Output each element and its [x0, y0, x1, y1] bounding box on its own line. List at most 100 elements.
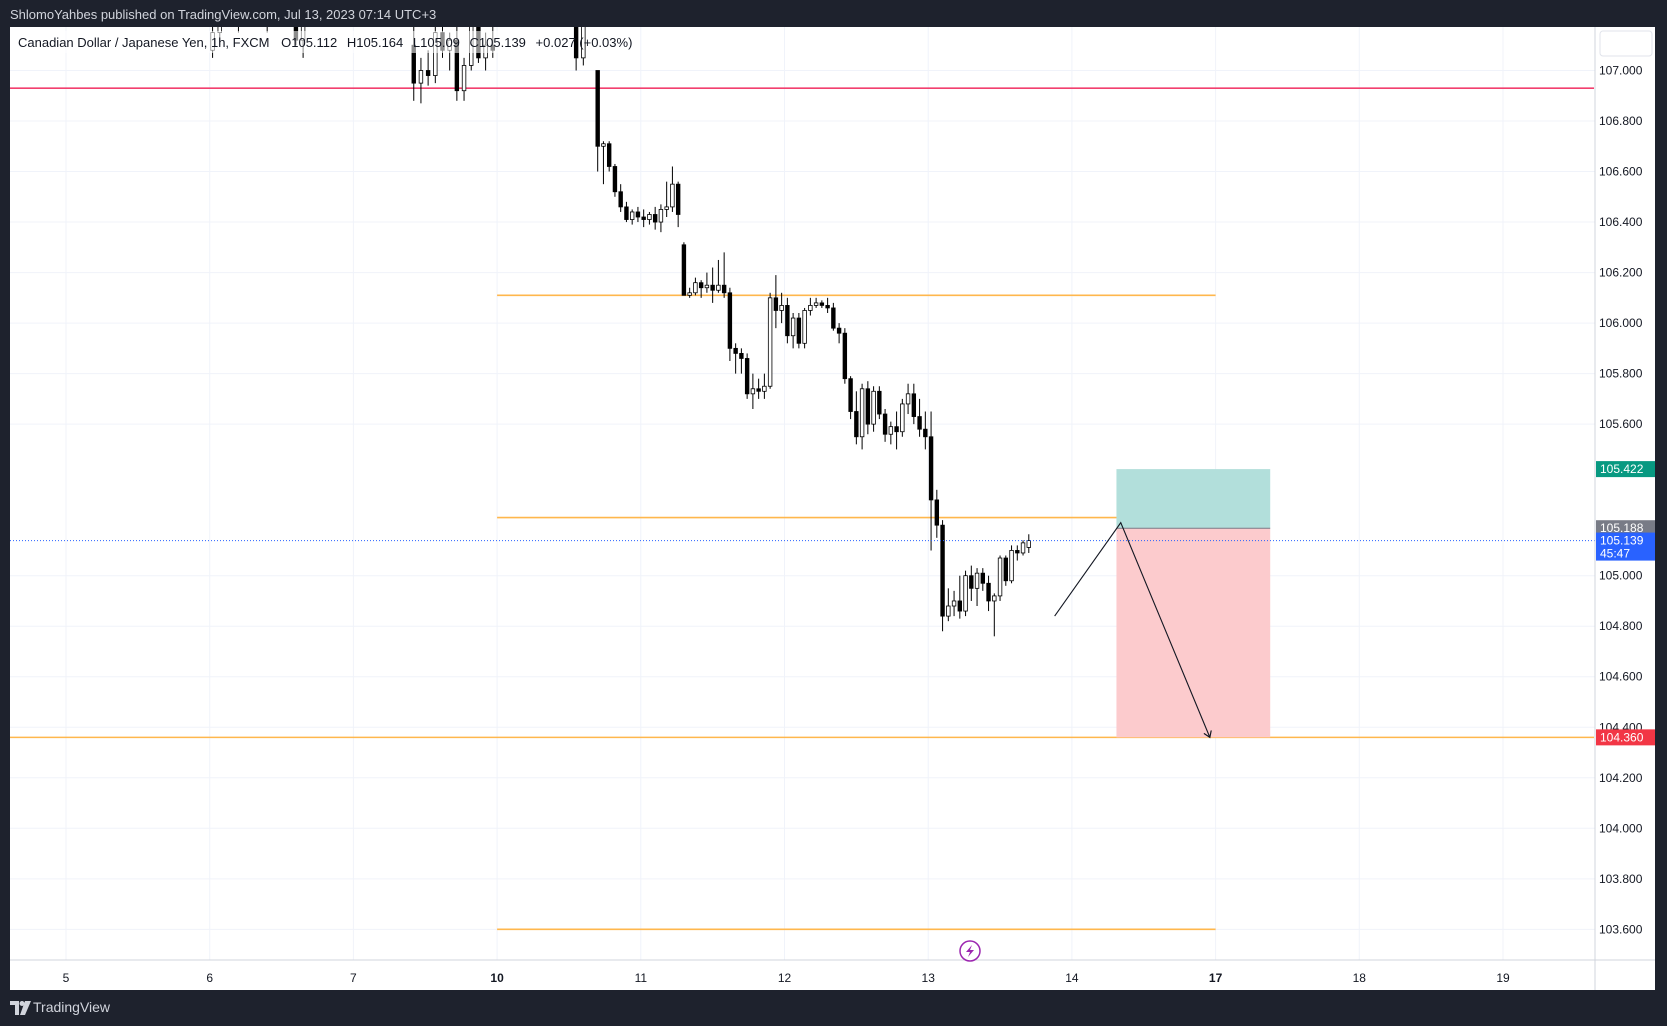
- price-tick-label: 106.600: [1599, 165, 1643, 179]
- candle-body: [974, 572, 980, 589]
- candle-body: [802, 310, 807, 344]
- candle-body: [1026, 540, 1031, 548]
- time-tick-label: 10: [490, 971, 504, 985]
- price-tick-label: 107.000: [1599, 64, 1643, 78]
- time-tick-label: 19: [1496, 971, 1510, 985]
- candle-body: [573, 27, 579, 59]
- candle-body: [704, 284, 710, 289]
- candle-body: [836, 327, 842, 334]
- candle-body: [1015, 550, 1020, 554]
- price-tick-label: 105.800: [1599, 367, 1643, 381]
- chart-frame: [10, 27, 1655, 990]
- time-tick-label: 18: [1353, 971, 1367, 985]
- candle-body: [581, 27, 586, 59]
- price-label-text: 105.188: [1600, 521, 1644, 535]
- price-tick-label: 104.800: [1599, 619, 1643, 633]
- candle-body: [923, 428, 928, 438]
- time-tick-label: 6: [206, 971, 213, 985]
- axis-settings-button[interactable]: [1599, 30, 1653, 57]
- candle-body: [721, 284, 727, 294]
- legend-low: L105.09: [413, 35, 460, 50]
- candle-body: [808, 305, 813, 311]
- projection-arrow[interactable]: [1054, 521, 1210, 738]
- candle-body: [744, 358, 750, 395]
- position-target-zone: [1116, 528, 1271, 738]
- candle-body: [733, 347, 738, 354]
- candle-body: [698, 282, 704, 289]
- candle-body: [687, 292, 692, 296]
- time-tick-label: 11: [635, 971, 648, 985]
- candle-body: [911, 393, 917, 417]
- candle-body: [1020, 542, 1026, 554]
- candle-body: [418, 70, 424, 84]
- price-label-box: [1596, 729, 1655, 746]
- candle-body: [217, 27, 222, 34]
- candle-body: [888, 426, 894, 435]
- price-axis[interactable]: 107.000 106.800 106.600 106.400 106.200 106.0…: [1599, 64, 1643, 937]
- candle-body: [813, 302, 819, 306]
- legend-symbol: Canadian Dollar / Japanese Yen, 1h, FXCM: [18, 35, 270, 50]
- candle-body: [917, 416, 922, 430]
- footer-bar: [0, 990, 1667, 1026]
- time-tick-label: 14: [1065, 971, 1079, 985]
- candle-body: [928, 436, 934, 501]
- candle-body: [819, 302, 825, 306]
- horizontal-levels: [10, 87, 1594, 931]
- publisher-text: ShlomoYahbes published on TradingView.co…: [10, 7, 437, 22]
- candle-body: [710, 284, 715, 291]
- projection-path[interactable]: [1054, 521, 1210, 738]
- time-tick-label: 5: [63, 971, 70, 985]
- candle-body: [664, 206, 669, 210]
- price-tick-label: 103.600: [1599, 922, 1643, 936]
- candle-body: [865, 388, 871, 425]
- time-axis[interactable]: 5 6 7 10 11 12 13 14 17 18 19: [63, 971, 1510, 985]
- candle-body: [969, 575, 974, 589]
- candle-body: [589, 7, 593, 15]
- candle-body: [992, 595, 997, 602]
- lightning-icon[interactable]: [959, 940, 981, 962]
- candle-body: [606, 143, 612, 167]
- price-label-text: 105.139: [1600, 534, 1644, 548]
- candle-body: [290, 5, 294, 15]
- candle-body: [871, 390, 876, 425]
- price-label-text: 105.422: [1600, 462, 1644, 476]
- candle-body: [951, 600, 957, 607]
- time-tick-label: 17: [1209, 971, 1223, 985]
- brand-name[interactable]: TradingView: [33, 999, 111, 1015]
- price-tick-label: 106.000: [1599, 316, 1643, 330]
- candle-body: [425, 70, 431, 76]
- candle-body: [785, 305, 790, 337]
- short-position-tool[interactable]: [1116, 469, 1271, 738]
- position-stop-zone: [1116, 469, 1271, 529]
- price-tick-label: 103.800: [1599, 872, 1643, 886]
- candle-body: [237, 15, 241, 20]
- price-tick-label: 106.400: [1599, 215, 1643, 229]
- symbol-legend: Canadian Dollar / Japanese Yen, 1h, FXCM…: [12, 31, 632, 53]
- candle-body: [461, 65, 467, 92]
- legend-change: +0.027 (+0.03%): [536, 35, 633, 50]
- candle-body: [980, 572, 986, 584]
- candles: [210, 5, 1031, 637]
- candle-body: [658, 209, 664, 223]
- candle-body: [767, 297, 773, 387]
- time-tick-label: 7: [350, 971, 357, 985]
- candle-body: [750, 388, 756, 395]
- price-tick-label: 106.200: [1599, 266, 1643, 280]
- legend-high: H105.164: [347, 35, 403, 50]
- candle-body: [641, 216, 646, 220]
- legend-open: O105.112: [281, 35, 337, 50]
- candle-body: [940, 524, 945, 617]
- legend-close: C105.139: [470, 35, 526, 50]
- candle-body: [963, 575, 968, 612]
- price-label-box: [1596, 520, 1655, 537]
- price-label-box: [1596, 461, 1655, 478]
- candle-body: [796, 317, 802, 344]
- candle-body: [882, 413, 888, 435]
- candle-body: [670, 183, 675, 208]
- candle-body: [900, 403, 905, 433]
- price-tick-label: 104.000: [1599, 821, 1643, 835]
- price-tick-label: 105.600: [1599, 417, 1643, 431]
- tradingview-logo-icon[interactable]: [10, 1001, 32, 1015]
